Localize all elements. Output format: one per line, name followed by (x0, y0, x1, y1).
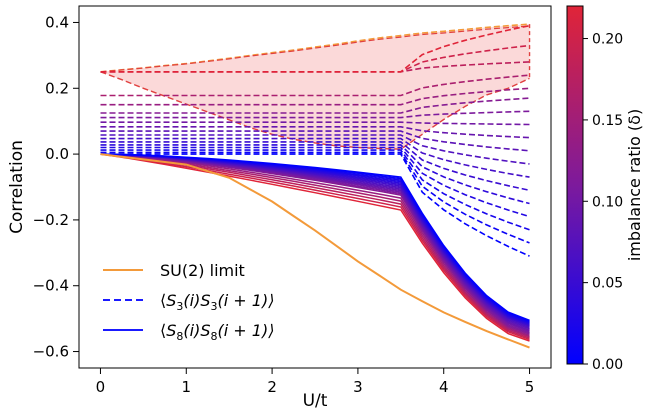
colorbar-tick-label: 0.00 (592, 357, 623, 373)
y-tick-label: −0.6 (33, 343, 69, 361)
x-tick-label: 4 (439, 378, 449, 396)
colorbar-axis: 0.00 0.05 0.10 0.15 0.20 (583, 32, 623, 373)
s3-line-16 (100, 44, 530, 73)
y-tick-label: 0.2 (45, 79, 69, 97)
colorbar-tick-label: 0.15 (592, 113, 623, 129)
envelope-upper (100, 23, 530, 73)
s3-line-2 (100, 149, 530, 231)
s8-line-16 (100, 153, 530, 341)
su2-limit-line (100, 153, 530, 349)
series-layer (100, 23, 531, 349)
x-tick-label: 0 (96, 378, 106, 396)
x-tick-label: 3 (353, 378, 363, 396)
s3-line-4 (100, 144, 530, 205)
y-tick-label: 0.0 (45, 145, 69, 163)
y-tick-label: −0.2 (33, 211, 69, 229)
y-tick-label: −0.4 (33, 277, 69, 295)
x-axis-label: U/t (303, 391, 328, 411)
s3-line-3 (100, 146, 530, 218)
s8-line-0 (100, 153, 530, 322)
s8-line-13 (100, 153, 530, 337)
colorbar-tick-label: 0.05 (592, 276, 623, 292)
y-axis-label: Correlation (7, 140, 27, 234)
x-tick-label: 5 (525, 378, 535, 396)
s8-line-17 (100, 153, 530, 342)
s3-line-6 (100, 137, 530, 178)
colorbar-tick-label: 0.20 (592, 32, 623, 48)
envelope-lower (100, 71, 530, 150)
legend-label-s8: ⟨S8(i)S8(i + 1)⟩ (160, 321, 274, 343)
s3-line-0 (100, 153, 530, 257)
x-axis: 0 1 2 3 4 5 (96, 368, 535, 396)
y-axis: −0.6 −0.4 −0.2 0.0 0.2 0.4 (33, 13, 79, 361)
legend: SU(2) limit ⟨S3(i)S3(i + 1)⟩ ⟨S8(i)S8(i … (103, 261, 274, 343)
colorbar-tick-label: 0.10 (592, 194, 623, 210)
x-tick-label: 2 (267, 378, 277, 396)
legend-label-su2: SU(2) limit (160, 261, 245, 280)
y-tick-label: 0.4 (45, 13, 69, 31)
legend-label-s3: ⟨S3(i)S3(i + 1)⟩ (160, 291, 274, 313)
s3-line-1 (100, 151, 530, 244)
s3-line-7 (100, 134, 530, 165)
plot-frame (78, 5, 552, 369)
colorbar (566, 5, 584, 365)
s3-line-17 (100, 24, 530, 73)
x-tick-label: 1 (181, 378, 191, 396)
colorbar-label: imbalance ratio (δ) (625, 109, 644, 261)
